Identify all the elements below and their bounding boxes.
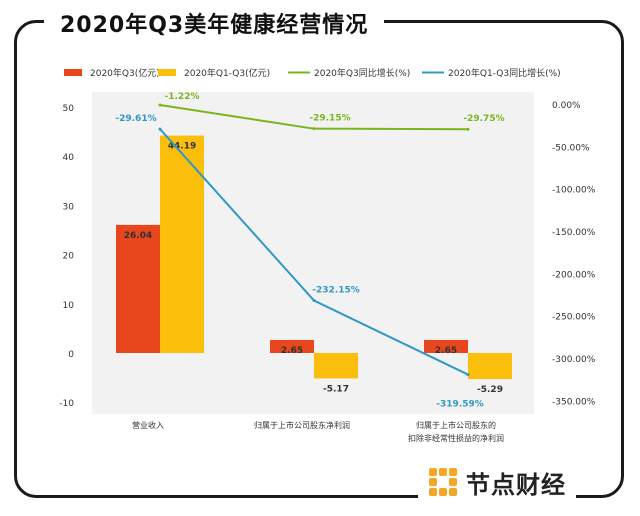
line-data-label: -29.75%	[463, 114, 504, 124]
line-point	[158, 127, 162, 131]
bar	[116, 224, 160, 353]
y-left-tick: 40	[63, 153, 75, 163]
x-tick-label: 营业收入	[132, 420, 164, 430]
chart-title: 2020年Q3美年健康经营情况	[60, 13, 369, 38]
line-point	[312, 127, 316, 131]
brand-logo-icon	[429, 468, 457, 496]
y-right-tick: -200.00%	[552, 270, 596, 280]
y-left-tick: 30	[63, 202, 75, 212]
legend-label: 2020年Q3(亿元)	[90, 67, 160, 79]
line-data-label: -1.22%	[165, 92, 200, 102]
y-right-tick: -350.00%	[552, 397, 596, 407]
legend-swatch	[158, 69, 176, 76]
line-point	[466, 127, 470, 131]
bar-data-label: 2.65	[435, 346, 457, 356]
legend-swatch	[64, 69, 82, 76]
line-point	[466, 373, 470, 377]
y-right-tick: 0.00%	[552, 101, 581, 111]
brand-badge: 节点财经	[418, 462, 576, 502]
title-wrap: 2020年Q3美年健康经营情况	[44, 6, 385, 46]
legend-label: 2020年Q3同比增长(%)	[314, 67, 410, 79]
legend-label: 2020年Q1-Q3同比增长(%)	[448, 67, 561, 79]
y-left-tick: -10	[59, 399, 74, 409]
legend-label: 2020年Q1-Q3(亿元)	[184, 67, 270, 79]
bar-data-label: 26.04	[124, 231, 152, 241]
bars: 26.04 2.65 2.65 44.19 -5.17 -5.29	[116, 135, 512, 395]
line-point	[158, 103, 162, 107]
line-data-label: -232.15%	[312, 286, 359, 296]
brand-name: 节点财经	[466, 470, 566, 499]
x-tick-label: 归属于上市公司股东净利润	[254, 420, 350, 430]
bar-data-label: 44.19	[168, 142, 196, 152]
y-left-tick: 0	[68, 350, 74, 360]
bar	[270, 339, 314, 353]
y-axis-right: 0.00% -50.00% -100.00% -150.00% -200.00% -250…	[552, 101, 596, 407]
bar-data-label: -5.17	[323, 384, 349, 394]
bar	[314, 353, 358, 379]
lines: -1.22% -29.15% -29.75% -29.61% -232.15% -319.…	[115, 92, 504, 410]
line-point	[312, 299, 316, 303]
y-right-tick: -100.00%	[552, 186, 596, 196]
x-tick-label: 扣除非经常性损益的净利润	[408, 433, 504, 443]
bar-data-label: 2.65	[281, 346, 303, 356]
x-tick-label: 归属于上市公司股东的	[416, 420, 496, 430]
y-right-tick: -250.00%	[552, 313, 596, 323]
bar	[424, 339, 468, 353]
bar	[468, 353, 512, 380]
y-right-tick: -50.00%	[552, 143, 590, 153]
line-data-label: -29.15%	[309, 114, 350, 124]
y-left-tick: 10	[63, 301, 75, 311]
bar	[160, 135, 204, 353]
legend: 2020年Q3(亿元) 2020年Q1-Q3(亿元) 2020年Q3同比增长(%) 2…	[64, 67, 561, 79]
line-data-label: -29.61%	[115, 114, 156, 124]
y-right-tick: -300.00%	[552, 355, 596, 365]
bar-data-label: -5.29	[477, 385, 503, 395]
y-right-tick: -150.00%	[552, 228, 596, 238]
y-left-tick: 50	[63, 104, 75, 114]
line-data-label: -319.59%	[436, 400, 483, 410]
y-left-tick: 20	[63, 252, 75, 262]
y-axis-left: 50 40 30 20 10 0 -10	[59, 104, 74, 409]
